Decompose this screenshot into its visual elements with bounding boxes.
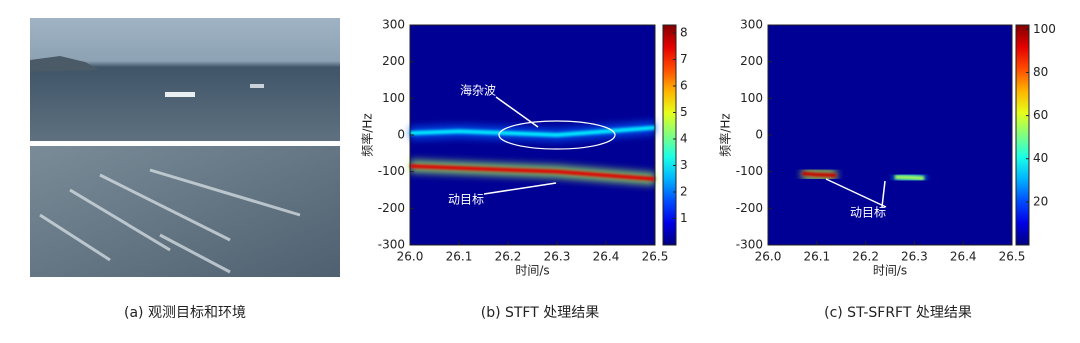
annotation-ellipse	[498, 120, 616, 150]
caption: (b) STFT 处理结果	[481, 305, 600, 321]
photo-ship	[165, 92, 195, 97]
y-tick-label: 300	[382, 18, 405, 32]
ridge	[409, 164, 656, 181]
y-axis-label: 频率/Hz	[360, 113, 375, 156]
y-tick-label: -200	[378, 201, 405, 215]
x-axis-label: 时间/s	[873, 264, 907, 278]
y-tick-label: 0	[397, 128, 405, 142]
plot-background	[768, 25, 1012, 245]
y-tick-label: 100	[382, 91, 405, 105]
y-tick-label: 200	[382, 54, 405, 68]
colorbar-tick-label: 1	[680, 211, 688, 225]
photo	[30, 18, 340, 141]
ridge	[409, 125, 656, 138]
photo-ship	[250, 84, 264, 88]
colorbar-tick-label: 20	[1033, 194, 1048, 208]
annotation: 动目标	[448, 193, 484, 207]
colorbar-tick-label: 2	[680, 184, 688, 198]
ridge	[894, 175, 925, 181]
caption: (a) 观测目标和环境	[124, 305, 246, 321]
y-tick-label: 100	[740, 91, 763, 105]
annotation: 动目标	[850, 206, 886, 220]
x-tick-label: 26.3	[544, 250, 571, 264]
photo-wave	[149, 168, 301, 217]
x-axis-label: 时间/s	[515, 264, 549, 278]
x-tick-label: 26.1	[803, 250, 830, 264]
colorbar-tick-label: 3	[680, 158, 688, 172]
y-axis-label: 频率/Hz	[718, 113, 733, 156]
colorbar-tick-label: 100	[1033, 22, 1056, 36]
photo-island	[30, 56, 100, 72]
annotation-arrow	[825, 178, 887, 208]
photo-wave	[39, 213, 111, 262]
photo-panel	[30, 18, 340, 277]
ridge	[802, 171, 837, 178]
photo-wave	[69, 188, 171, 252]
colorbar-tick-label: 4	[680, 131, 688, 145]
colorbar	[662, 24, 677, 246]
colorbar-tick-label: 60	[1033, 108, 1048, 122]
y-tick-label: -300	[378, 238, 405, 252]
x-tick-label: 26.1	[446, 250, 473, 264]
y-tick-label: -100	[378, 164, 405, 178]
x-tick-label: 26.4	[593, 250, 620, 264]
photo-wave	[159, 233, 231, 274]
y-tick-label: 200	[740, 54, 763, 68]
annotation: 海杂波	[460, 83, 496, 98]
colorbar-tick-label: 7	[680, 52, 688, 66]
x-tick-label: 26.5	[999, 250, 1026, 264]
y-tick-label: -300	[736, 238, 763, 252]
colorbar-tick-label: 8	[680, 25, 688, 39]
x-tick-label: 26.2	[852, 250, 879, 264]
colorbar-tick-label: 6	[680, 78, 688, 92]
x-tick-label: 26.4	[950, 250, 977, 264]
colorbar-tick-label: 80	[1033, 65, 1048, 79]
colorbar-tick-label: 5	[680, 105, 688, 119]
colorbar	[1015, 24, 1030, 246]
annotation-arrow	[483, 182, 557, 195]
photo-wave	[99, 173, 231, 242]
y-tick-label: -100	[736, 164, 763, 178]
colorbar-tick-label: 40	[1033, 151, 1048, 165]
x-tick-label: 26.3	[901, 250, 928, 264]
caption: (c) ST-SFRFT 处理结果	[824, 305, 972, 321]
y-tick-label: 300	[740, 18, 763, 32]
x-tick-label: 26.5	[642, 250, 669, 264]
x-tick-label: 26.0	[397, 250, 424, 264]
annotation-arrow	[881, 180, 886, 208]
x-tick-label: 26.0	[755, 250, 782, 264]
y-tick-label: 0	[755, 128, 763, 142]
y-tick-label: -200	[736, 201, 763, 215]
x-tick-label: 26.2	[495, 250, 522, 264]
